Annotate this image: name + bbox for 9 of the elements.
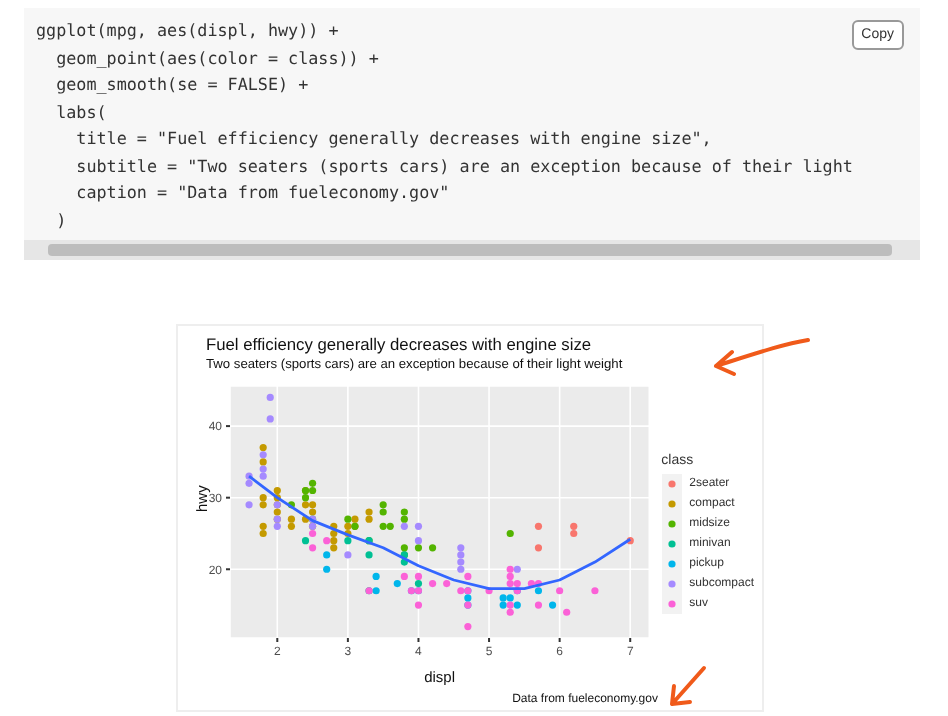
text: subtitle = "Two seaters (sports cars) are an exception because of their light: [76, 155, 853, 175]
text: ): [56, 209, 67, 229]
text: geom_smooth(se = FALSE) +: [56, 74, 309, 94]
text: title = "Fuel efficiency generally decreases with engine size",: [76, 128, 712, 148]
text: caption = "Data from fueleconomy.gov": [76, 182, 450, 202]
chart-title: Fuel efficiency generally decreases with engine size: [206, 334, 592, 354]
text: labs(: [56, 101, 107, 121]
text: ggplot(mpg, aes(displ, hwy)) +: [36, 20, 339, 40]
text: geom_point(aes(color = class)) +: [56, 47, 379, 67]
